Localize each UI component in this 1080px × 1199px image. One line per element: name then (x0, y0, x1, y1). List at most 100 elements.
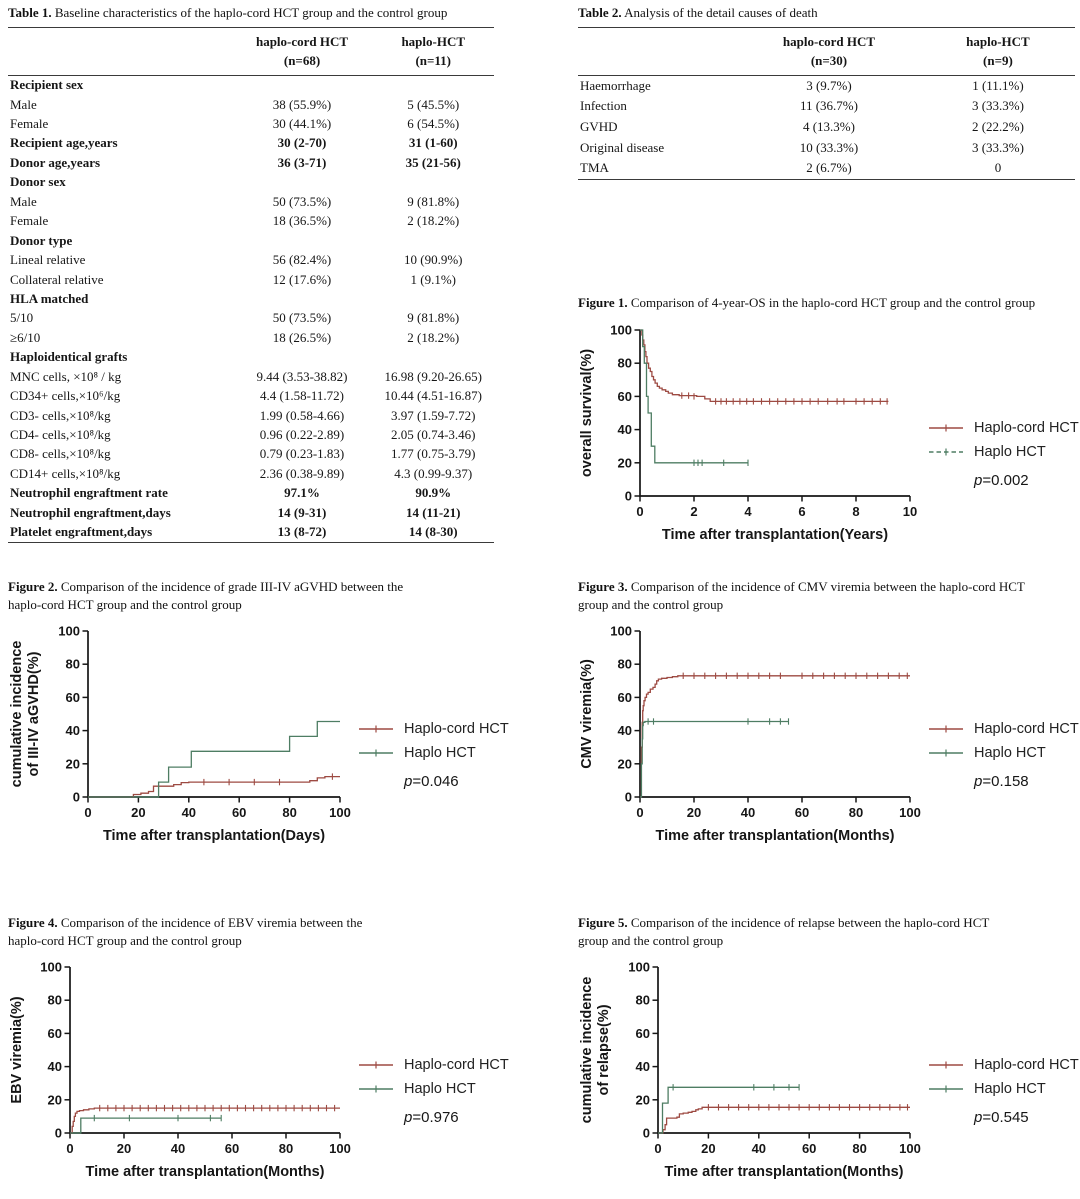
svg-text:60: 60 (66, 690, 80, 705)
cell-haplo (372, 289, 494, 308)
svg-text:0: 0 (625, 488, 632, 503)
svg-text:60: 60 (636, 1026, 650, 1041)
table-row: Male 38 (55.9%) 5 (45.5%) (8, 95, 494, 114)
svg-text:100: 100 (329, 1141, 351, 1156)
legend-label: Haplo-cord HCT (404, 1057, 509, 1074)
row-label: Male (10, 96, 37, 112)
cell-haplo-cord: 1.99 (0.58-4.66) (259, 407, 345, 423)
cell-haplo-cord: 13 (8-72) (231, 522, 373, 544)
svg-text:0: 0 (636, 805, 643, 820)
row-label: Female (10, 213, 49, 229)
figure-caption-line: Comparison of the incidence of relapse b… (630, 915, 990, 930)
table-row: Female 30 (44.1%) 6 (54.5%) (8, 114, 494, 133)
cell-haplo-cord: 18 (26.5%) (272, 329, 332, 345)
svg-text:100: 100 (899, 805, 921, 820)
svg-text:20: 20 (66, 756, 80, 771)
svg-text:60: 60 (48, 1026, 62, 1041)
legend-line-icon (929, 424, 963, 432)
row-label: Donor age,years (10, 154, 101, 170)
cell-haplo: 9 (81.8%) (407, 310, 460, 326)
figure3-body: 0 20 40 60 80 100 0 20 40 60 80 100 Time after trans… (578, 621, 1080, 847)
svg-text:40: 40 (636, 1059, 650, 1074)
row-label: Infection (580, 98, 627, 114)
figure5-legend: Haplo-cord HCT Haplo HCT p=0.545 (928, 1057, 1079, 1126)
cell-haplo-cord: 3 (9.7%) (806, 77, 852, 93)
table-col-header: haplo-cord HCT (n=30) (737, 26, 921, 76)
table-row: Neutrophil engraftment rate 97.1% 90.9% (8, 484, 494, 503)
cell-haplo: 10 (90.9%) (403, 252, 463, 268)
svg-text:EBV viremia(%): EBV viremia(%) (9, 996, 25, 1103)
figure1-section: Figure 1. Comparison of 4-year-OS in the… (578, 294, 1080, 546)
legend-item: Haplo-cord HCT (928, 1057, 1079, 1073)
legend-item: Haplo-cord HCT (928, 420, 1079, 436)
cell-haplo: 90.9% (415, 485, 452, 501)
table-row: GVHD 4 (13.3%) 2 (22.2%) (578, 117, 1075, 138)
figure1-legend: Haplo-cord HCT Haplo HCT p=0.002 (928, 420, 1079, 489)
legend-line-icon (359, 749, 393, 757)
legend-label: Haplo-cord HCT (974, 419, 1079, 436)
cell-haplo-cord: 50 (73.5%) (272, 310, 332, 326)
table-row: Platelet engraftment,days 13 (8-72) 14 (… (8, 522, 494, 544)
cell-haplo: 2 (18.2%) (407, 213, 460, 229)
svg-text:0: 0 (66, 1141, 73, 1156)
figure2-body: 0 20 40 60 80 100 0 20 40 60 80 100 Time after trans… (8, 621, 570, 847)
figure-caption-line: group and the control group (578, 596, 724, 612)
table1-caption: Table 1. Baseline characteristics of the… (8, 4, 494, 22)
figure5-body: 0 20 40 60 80 100 0 20 40 60 80 100 Time after trans… (578, 957, 1080, 1183)
row-label: TMA (578, 158, 738, 180)
svg-text:cumulative incidence: cumulative incidence (579, 977, 595, 1124)
cell-haplo-cord: 11 (36.7%) (799, 98, 858, 114)
cell-haplo-cord: 30 (44.1%) (272, 116, 332, 132)
svg-text:60: 60 (795, 805, 809, 820)
svg-text:0: 0 (643, 1126, 650, 1141)
figure1-caption: Figure 1. Comparison of 4-year-OS in the… (578, 294, 1080, 312)
table2-caption: Table 2. Analysis of the detail causes o… (578, 4, 1075, 22)
svg-text:80: 80 (66, 657, 80, 672)
row-label: ≥6/10 (10, 329, 41, 345)
svg-text:0: 0 (654, 1141, 661, 1156)
figure5-section: Figure 5. Comparison of the incidence of… (578, 914, 1080, 1183)
row-label: CD8- cells,×10⁸/kg (10, 446, 111, 462)
row-label: Original disease (580, 139, 665, 155)
cell-haplo-cord: 14 (9-31) (277, 504, 327, 520)
svg-text:0: 0 (625, 790, 632, 805)
svg-text:20: 20 (48, 1092, 62, 1107)
table2-caption-label: Table 2. (578, 5, 622, 20)
row-label: Male (10, 193, 37, 209)
cell-haplo: 1 (11.1%) (972, 77, 1024, 93)
svg-text:80: 80 (636, 993, 650, 1008)
row-label: Lineal relative (10, 252, 86, 268)
cell-haplo-cord: 2 (6.7%) (737, 158, 921, 180)
svg-text:40: 40 (618, 723, 632, 738)
table2-section: Table 2. Analysis of the detail causes o… (578, 4, 1075, 180)
legend-item: Haplo-cord HCT (928, 721, 1079, 737)
legend-label: Haplo-cord HCT (974, 1057, 1079, 1074)
cell-haplo-cord: 0.79 (0.23-1.83) (259, 446, 345, 462)
table1-section: Table 1. Baseline characteristics of the… (8, 4, 494, 544)
svg-text:60: 60 (225, 1141, 239, 1156)
cell-haplo: 14 (11-21) (405, 504, 461, 520)
svg-text:20: 20 (618, 756, 632, 771)
svg-text:80: 80 (618, 355, 632, 370)
svg-text:100: 100 (40, 960, 62, 975)
svg-text:80: 80 (282, 805, 296, 820)
cell-haplo: 3.97 (1.59-7.72) (390, 407, 476, 423)
svg-text:CMV viremia(%): CMV viremia(%) (579, 659, 595, 769)
legend-label: Haplo-cord HCT (974, 721, 1079, 738)
figure2-section: Figure 2. Comparison of the incidence of… (8, 578, 570, 847)
svg-text:100: 100 (610, 624, 632, 639)
row-label: Collateral relative (10, 271, 104, 287)
cell-haplo: 3 (33.3%) (971, 98, 1024, 114)
svg-text:20: 20 (701, 1141, 715, 1156)
legend-line-icon (929, 1085, 963, 1093)
cell-haplo: 5 (45.5%) (407, 96, 460, 112)
table-header-row: haplo-cord HCT (n=68) haplo-HCT (n=11) (8, 26, 494, 76)
cell-haplo: 2 (18.2%) (407, 329, 460, 345)
figure-caption-label: Figure 3. (578, 579, 628, 594)
svg-text:40: 40 (171, 1141, 185, 1156)
svg-text:40: 40 (182, 805, 196, 820)
svg-text:20: 20 (687, 805, 701, 820)
table-row: Donor age,years 36 (3-71) 35 (21-56) (8, 153, 494, 172)
cell-haplo-cord (232, 289, 373, 308)
cell-haplo: 31 (1-60) (408, 135, 458, 151)
